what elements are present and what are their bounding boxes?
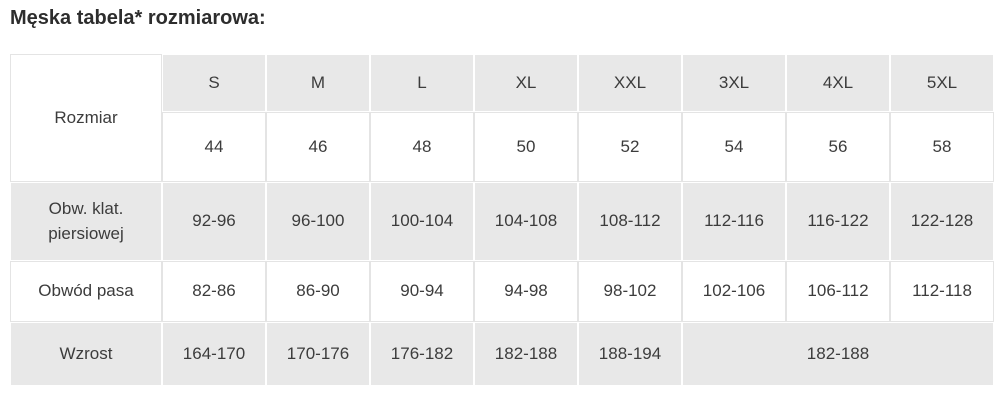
waist-value-l: 90-94	[370, 261, 474, 322]
size-col-5xl: 5XL	[890, 54, 994, 112]
chest-value-l: 100-104	[370, 182, 474, 261]
size-col-s: S	[162, 54, 266, 112]
chest-value-xl: 104-108	[474, 182, 578, 261]
height-value-xl: 182-188	[474, 322, 578, 386]
waist-row-label: Obwód pasa	[10, 261, 162, 322]
size-col-l: L	[370, 54, 474, 112]
waist-value-3xl: 102-106	[682, 261, 786, 322]
height-value-3xl-5xl-merged: 182-188	[682, 322, 994, 386]
numeric-size-50: 50	[474, 112, 578, 182]
size-table: Rozmiar S M L XL XXL 3XL 4XL 5XL 44 46 4…	[10, 54, 994, 386]
size-col-4xl: 4XL	[786, 54, 890, 112]
chest-row-label: Obw. klat. piersiowej	[10, 182, 162, 261]
chest-value-xxl: 108-112	[578, 182, 682, 261]
size-col-xl: XL	[474, 54, 578, 112]
numeric-size-48: 48	[370, 112, 474, 182]
height-value-l: 176-182	[370, 322, 474, 386]
height-row: Wzrost 164-170 170-176 176-182 182-188 1…	[10, 322, 994, 386]
numeric-size-56: 56	[786, 112, 890, 182]
numeric-size-52: 52	[578, 112, 682, 182]
numeric-size-46: 46	[266, 112, 370, 182]
height-value-m: 170-176	[266, 322, 370, 386]
chest-value-5xl: 122-128	[890, 182, 994, 261]
height-value-s: 164-170	[162, 322, 266, 386]
waist-value-xl: 94-98	[474, 261, 578, 322]
chest-value-4xl: 116-122	[786, 182, 890, 261]
size-col-m: M	[266, 54, 370, 112]
waist-value-s: 82-86	[162, 261, 266, 322]
waist-value-xxl: 98-102	[578, 261, 682, 322]
chest-row: Obw. klat. piersiowej 92-96 96-100 100-1…	[10, 182, 994, 261]
waist-value-m: 86-90	[266, 261, 370, 322]
height-value-xxl: 188-194	[578, 322, 682, 386]
size-col-xxl: XXL	[578, 54, 682, 112]
waist-row: Obwód pasa 82-86 86-90 90-94 94-98 98-10…	[10, 261, 994, 322]
chest-value-3xl: 112-116	[682, 182, 786, 261]
corner-cell-rozmiar: Rozmiar	[10, 54, 162, 182]
waist-value-4xl: 106-112	[786, 261, 890, 322]
waist-value-5xl: 112-118	[890, 261, 994, 322]
chest-value-s: 92-96	[162, 182, 266, 261]
numeric-size-row: 44 46 48 50 52 54 56 58	[10, 112, 994, 182]
page-title: Męska tabela* rozmiarowa:	[10, 7, 266, 29]
numeric-size-58: 58	[890, 112, 994, 182]
size-col-3xl: 3XL	[682, 54, 786, 112]
numeric-size-54: 54	[682, 112, 786, 182]
chest-value-m: 96-100	[266, 182, 370, 261]
height-row-label: Wzrost	[10, 322, 162, 386]
numeric-size-44: 44	[162, 112, 266, 182]
size-letter-row: Rozmiar S M L XL XXL 3XL 4XL 5XL	[10, 54, 994, 182]
